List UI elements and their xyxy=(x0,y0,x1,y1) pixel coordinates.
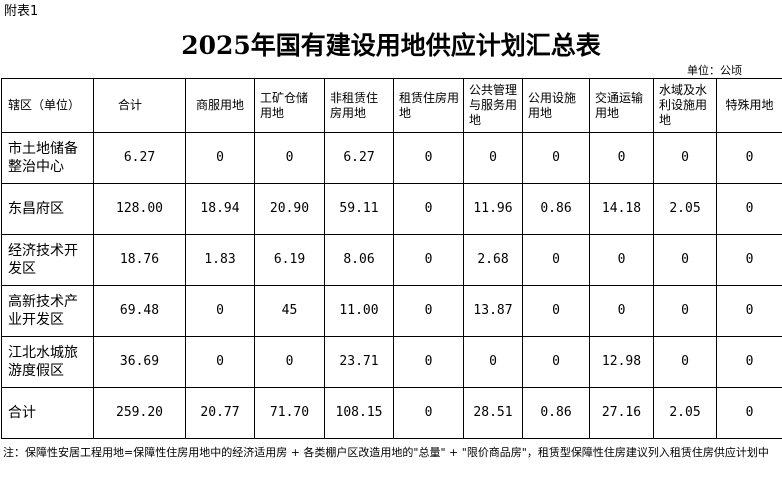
value-cell: 18.76 xyxy=(93,234,186,286)
value-cell: 0 xyxy=(393,183,464,235)
value-cell: 12.98 xyxy=(589,336,654,388)
value-cell: 0 xyxy=(653,285,717,337)
value-cell: 23.71 xyxy=(324,336,394,388)
value-cell: 0 xyxy=(393,336,464,388)
value-cell: 0 xyxy=(463,132,523,184)
value-cell: 14.18 xyxy=(589,183,654,235)
value-cell: 45 xyxy=(254,285,325,337)
value-cell: 0 xyxy=(254,132,325,184)
value-cell: 0 xyxy=(463,336,523,388)
table-row: 经济技术开发区 18.76 1.83 6.19 8.06 0 2.68 0 0 … xyxy=(1,234,782,286)
total-value-cell: 0.86 xyxy=(522,387,590,439)
table-row: 东昌府区 128.00 18.94 20.90 59.11 0 11.96 0.… xyxy=(1,183,782,235)
value-cell: 0 xyxy=(522,132,590,184)
header-utilities: 公用设施用地 xyxy=(522,78,590,133)
district-cell: 市土地储备整治中心 xyxy=(1,132,94,184)
value-cell: 69.48 xyxy=(93,285,186,337)
value-cell: 11.96 xyxy=(463,183,523,235)
value-cell: 0 xyxy=(522,285,590,337)
total-value-cell: 71.70 xyxy=(254,387,325,439)
value-cell: 128.00 xyxy=(93,183,186,235)
value-cell: 11.00 xyxy=(324,285,394,337)
value-cell: 0 xyxy=(522,234,590,286)
value-cell: 8.06 xyxy=(324,234,394,286)
value-cell: 0 xyxy=(716,336,782,388)
value-cell: 0 xyxy=(716,285,782,337)
value-cell: 0 xyxy=(185,336,255,388)
header-transport: 交通运输用地 xyxy=(589,78,654,133)
value-cell: 0 xyxy=(716,183,782,235)
value-cell: 18.94 xyxy=(185,183,255,235)
header-total: 合计 xyxy=(93,78,186,133)
value-cell: 0 xyxy=(185,285,255,337)
value-cell: 0 xyxy=(716,132,782,184)
district-cell: 高新技术产业开发区 xyxy=(1,285,94,337)
total-value-cell: 27.16 xyxy=(589,387,654,439)
table-row: 高新技术产业开发区 69.48 0 45 11.00 0 13.87 0 0 0… xyxy=(1,285,782,337)
page-title: 2025年国有建设用地供应计划汇总表 xyxy=(181,31,601,60)
value-cell: 0 xyxy=(393,285,464,337)
total-value-cell: 28.51 xyxy=(463,387,523,439)
header-water-facilities: 水域及水利设施用地 xyxy=(653,78,717,133)
total-value-cell: 2.05 xyxy=(653,387,717,439)
table-row: 江北水城旅游度假区 36.69 0 0 23.71 0 0 0 12.98 0 … xyxy=(1,336,782,388)
value-cell: 6.27 xyxy=(93,132,186,184)
attachment-label: 附表1 xyxy=(4,4,39,19)
value-cell: 0 xyxy=(589,285,654,337)
value-cell: 20.90 xyxy=(254,183,325,235)
unit-label: 单位：公顷 xyxy=(687,64,742,77)
value-cell: 1.83 xyxy=(185,234,255,286)
total-value-cell: 0 xyxy=(716,387,782,439)
value-cell: 59.11 xyxy=(324,183,394,235)
district-cell: 经济技术开发区 xyxy=(1,234,94,286)
header-rental-housing: 租赁住房用地 xyxy=(393,78,464,133)
total-value-cell: 108.15 xyxy=(324,387,394,439)
land-supply-table: 辖区（单位） 合计 商服用地 工矿仓储用地 非租赁住房用地 租赁住房用地 公共管… xyxy=(1,78,782,439)
value-cell: 2.68 xyxy=(463,234,523,286)
value-cell: 0 xyxy=(254,336,325,388)
total-value-cell: 0 xyxy=(393,387,464,439)
value-cell: 0 xyxy=(653,234,717,286)
value-cell: 36.69 xyxy=(93,336,186,388)
header-district: 辖区（单位） xyxy=(1,78,94,133)
value-cell: 6.27 xyxy=(324,132,394,184)
value-cell: 6.19 xyxy=(254,234,325,286)
footnote: 注：保障性安居工程用地=保障性住房用地中的经济适用房 + 各类棚户区改造用地的"… xyxy=(3,446,769,459)
total-label: 合计 xyxy=(1,387,94,439)
header-industrial: 工矿仓储用地 xyxy=(254,78,325,133)
value-cell: 0 xyxy=(589,234,654,286)
value-cell: 13.87 xyxy=(463,285,523,337)
table-row: 市土地储备整治中心 6.27 0 0 6.27 0 0 0 0 0 0 xyxy=(1,132,782,184)
header-commercial: 商服用地 xyxy=(185,78,255,133)
total-value-cell: 20.77 xyxy=(185,387,255,439)
value-cell: 0.86 xyxy=(522,183,590,235)
total-value-cell: 259.20 xyxy=(93,387,186,439)
header-non-rental-housing: 非租赁住房用地 xyxy=(324,78,394,133)
total-row: 合计 259.20 20.77 71.70 108.15 0 28.51 0.8… xyxy=(1,387,782,439)
district-cell: 东昌府区 xyxy=(1,183,94,235)
value-cell: 0 xyxy=(393,234,464,286)
header-special: 特殊用地 xyxy=(716,78,782,133)
value-cell: 0 xyxy=(589,132,654,184)
value-cell: 2.05 xyxy=(653,183,717,235)
header-public-service: 公共管理与服务用地 xyxy=(463,78,523,133)
value-cell: 0 xyxy=(185,132,255,184)
value-cell: 0 xyxy=(716,234,782,286)
district-cell: 江北水城旅游度假区 xyxy=(1,336,94,388)
value-cell: 0 xyxy=(393,132,464,184)
header-row: 辖区（单位） 合计 商服用地 工矿仓储用地 非租赁住房用地 租赁住房用地 公共管… xyxy=(1,78,782,133)
value-cell: 0 xyxy=(653,132,717,184)
value-cell: 0 xyxy=(522,336,590,388)
value-cell: 0 xyxy=(653,336,717,388)
